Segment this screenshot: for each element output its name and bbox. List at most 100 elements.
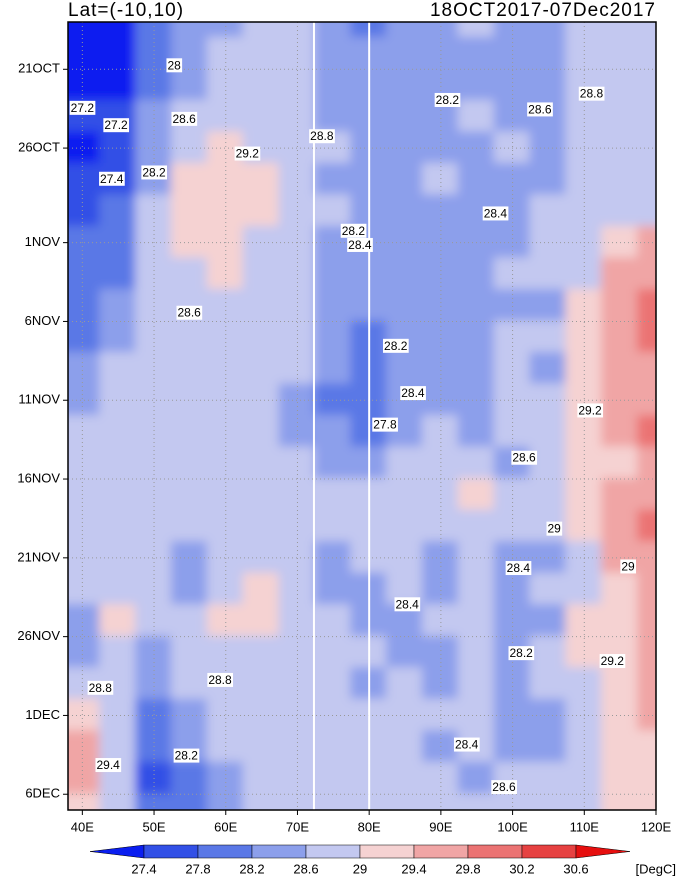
cell [493,351,532,386]
cell [68,509,102,544]
cell [170,131,209,165]
x-tick-label: 70E [286,819,309,834]
cell [421,793,460,810]
colorbar-label: 28.2 [239,861,264,876]
contour-label: 28.2 [340,223,367,238]
cell [565,446,604,481]
colorbar-segment [359,844,415,859]
contour-label-bg [578,86,605,101]
cell [242,351,281,386]
contour-label-bg [372,417,398,432]
cell [206,351,245,386]
cell [242,478,281,512]
contour-label-bg [173,748,200,763]
cell [170,22,209,39]
cell [99,36,138,71]
cell [457,36,496,71]
cell [529,288,568,323]
cell [457,162,496,197]
cell [386,225,424,260]
cell [386,667,424,701]
cell [386,257,424,291]
contour-label-text: 27.2 [104,118,128,132]
contour-label-bg [95,758,122,773]
cell [529,604,568,638]
cell [242,730,281,764]
cell [386,635,424,670]
cell [457,446,496,481]
contour-label: 28.2 [141,165,168,180]
cell [314,793,353,810]
cell [529,635,568,670]
contour-label-text: 27.2 [71,101,95,115]
contour-label: 29.2 [234,146,261,161]
cell [314,288,353,323]
cell [99,288,138,323]
cell [314,162,353,197]
cell [529,572,568,607]
cell [278,68,317,102]
cell [386,478,424,512]
contour-label-bg [620,559,637,574]
y-tick-label: 21OCT [18,61,60,76]
contour-label-text: 27.4 [100,172,124,186]
cell [457,99,496,134]
cell [457,68,496,102]
cell [314,68,353,102]
y-tick-label: 1DEC [25,707,60,722]
x-tick-label: 60E [214,819,237,834]
colorbar-segment [89,844,145,859]
cell [637,415,656,449]
cell [637,635,656,670]
cell [99,351,138,386]
contour-label-text: 28.4 [401,386,425,400]
cell [457,415,496,449]
contour-label: 28.8 [578,86,605,101]
cell [457,572,496,607]
contour-label: 28.6 [176,305,203,320]
cell [170,446,209,481]
cell [601,509,640,544]
cell [637,22,656,39]
cell [493,36,532,71]
cell [170,541,209,575]
cell [278,288,317,323]
cell [170,509,209,544]
cell [529,162,568,197]
contour-label: 28.4 [505,561,532,576]
cell [386,761,424,796]
cell [206,793,245,810]
contour-label-text: 28.6 [528,102,552,116]
colorbar-label: 27.4 [131,861,156,876]
cell [314,667,353,701]
contour-label-text: 29.4 [96,758,120,772]
cell [242,288,281,323]
cell [170,194,209,228]
cell [135,68,173,102]
cell [601,288,640,323]
colorbar-unit: [DegC] [636,861,676,876]
contour-label-text: 28.6 [178,306,202,320]
cell [206,383,245,417]
contour-label-text: 29.2 [578,403,602,417]
contour-label-text: 28.4 [348,238,372,252]
cell [386,730,424,764]
colorbar-segment [305,844,361,859]
cell [314,635,353,670]
cell [601,761,640,796]
cell [68,162,102,197]
contour-label-text: 28.2 [384,339,408,353]
cell [637,541,656,575]
cell [637,320,656,354]
y-tick-label: 11NOV [18,392,60,407]
cell [314,257,353,291]
contour-label: 28.2 [383,338,409,353]
overlay: 28 27.2 27.2 28.6 29.2 28.8 28.2 28.6 28.8 27.4 28… [68,22,656,810]
y-tick-label: 26NOV [17,628,60,643]
cell [493,572,532,607]
cell [493,288,532,323]
cell [99,446,138,481]
contour-label-text: 28.2 [436,93,460,107]
plot-frame [67,21,657,811]
